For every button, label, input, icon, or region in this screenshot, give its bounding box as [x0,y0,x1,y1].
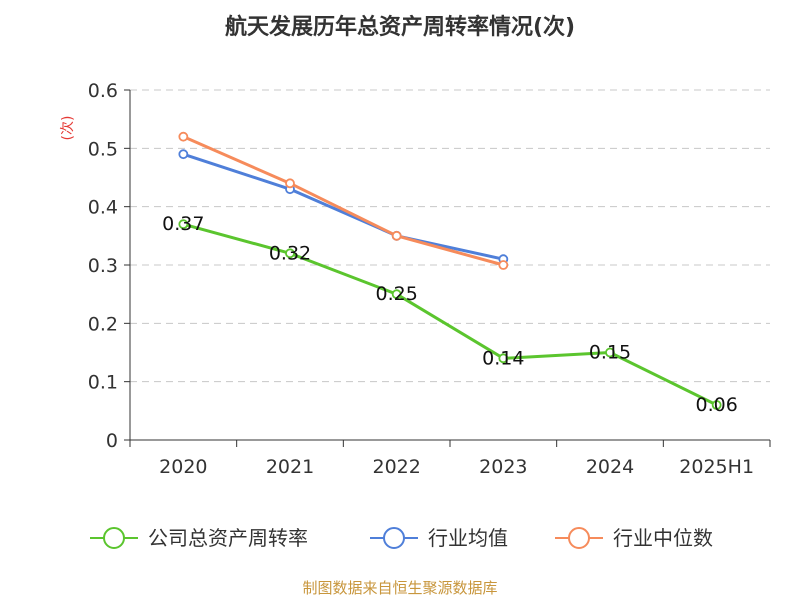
data-label: 0.37 [162,213,204,235]
data-point-0 [711,400,722,410]
legend: 公司总资产周转率 行业均值 行业中位数 [90,526,713,550]
y-tick-label: 0.4 [88,197,118,219]
data-point-0 [498,353,509,364]
data-point-0 [605,347,615,358]
data-point-2 [285,178,295,189]
data-labels: 0.37 0.32 0.25 0.14 0.15 0.06 [162,213,738,416]
data-point-0 [285,248,295,259]
y-tick-label: 0.6 [88,80,118,102]
data-point-0 [178,219,189,230]
legend-marker-1 [383,527,405,549]
gridlines [130,89,770,383]
series-group [178,131,722,410]
y-tick-label: 0.2 [88,313,118,335]
data-label: 0.32 [269,242,311,264]
legend-label-1: 行业均值 [428,526,508,550]
x-tick-label: 2020 [159,456,207,478]
series-line-1 [182,152,504,261]
data-point-0 [391,289,402,300]
source-note: 制图数据来自恒生聚源数据库 [302,579,497,597]
chart-title: 航天发展历年总资产周转率情况(次) [225,14,575,40]
x-tick-label: 2025H1 [679,456,754,478]
x-tick-label: 2024 [586,456,634,478]
legend-label-0: 公司总资产周转率 [148,526,308,550]
data-label: 0.14 [482,347,524,369]
x-tick-label: 2023 [479,456,527,478]
series-line-0 [182,222,718,407]
data-label: 0.15 [589,342,631,364]
data-label: 0.06 [696,394,738,416]
legend-marker-2 [568,527,590,549]
x-tick-label: 2022 [372,456,420,478]
legend-marker-0 [103,527,125,549]
y-tick-label: 0.1 [88,372,118,394]
legend-label-2: 行业中位数 [613,526,713,550]
x-tick-label: 2021 [266,456,314,478]
y-tick-label: 0.3 [88,255,118,277]
series-line-2 [182,135,504,267]
axes: 0 0.1 0.2 0.3 0.4 0.5 0.6 2020 2021 2022 2023 2024 2… [88,80,771,478]
data-point-2 [391,230,402,241]
y-tick-label: 0 [106,430,118,452]
data-point-1 [178,149,189,160]
data-point-2 [498,260,509,270]
y-axis-unit: (次) [60,116,76,141]
data-point-2 [178,131,189,142]
y-tick-label: 0.5 [88,138,118,160]
data-label: 0.25 [376,283,418,305]
